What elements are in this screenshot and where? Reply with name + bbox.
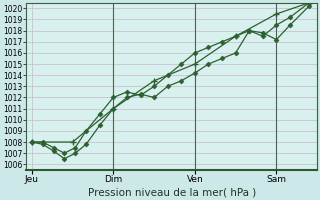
X-axis label: Pression niveau de la mer( hPa ): Pression niveau de la mer( hPa ) xyxy=(88,187,256,197)
